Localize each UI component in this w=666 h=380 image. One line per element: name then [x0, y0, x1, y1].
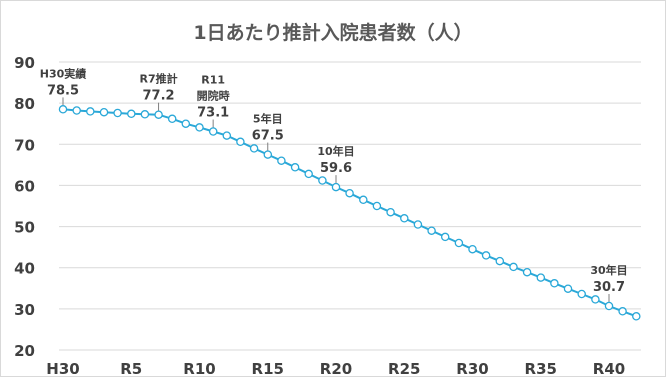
- annotation-label-5: 30年目: [590, 263, 627, 277]
- annotation-label-0: H30実績: [40, 66, 87, 80]
- y-tick-label-60: 60: [14, 177, 35, 195]
- data-point-2060: [632, 312, 641, 321]
- y-tick-label-80: 80: [14, 95, 35, 113]
- data-point-2034: [277, 156, 286, 165]
- data-point-2038: [331, 182, 341, 192]
- annotation-value-0: 78.5: [47, 83, 79, 98]
- data-point-2022: [113, 108, 122, 118]
- series-line: [62, 108, 637, 318]
- data-point-2037: [318, 176, 327, 185]
- annotation-sublabel-2: 開院時: [197, 89, 230, 103]
- data-point-2021: [99, 107, 109, 117]
- chart-title: 1日あたり推計入院患者数（人）: [193, 21, 472, 44]
- data-point-2042: [386, 207, 395, 217]
- data-point-2032: [249, 144, 259, 153]
- data-point-2023: [127, 109, 136, 119]
- data-point-2043: [400, 214, 409, 223]
- annotation-value-2: 73.1: [197, 106, 229, 121]
- data-point-2028: [195, 123, 204, 132]
- data-point-2048: [468, 244, 477, 254]
- data-point-2041: [372, 201, 382, 211]
- data-point-2047: [454, 238, 464, 248]
- annotations: H30実績 78.5 R7推計 77.2 R11 開院時 73.1 5年目 67.5 10年目 59…: [40, 66, 628, 295]
- gridlines: [59, 61, 641, 351]
- data-point-2058: [604, 301, 614, 311]
- data-point-2053: [536, 273, 546, 282]
- x-tick-label-r30: R30: [456, 360, 488, 376]
- x-tick-label-r40: R40: [593, 360, 625, 376]
- data-point-2018: [58, 105, 68, 114]
- data-point-2027: [181, 119, 191, 128]
- data-point-2031: [236, 137, 245, 147]
- data-point-2046: [440, 232, 450, 242]
- data-point-2029: [208, 127, 218, 136]
- x-tick-label-r10: R10: [183, 360, 215, 376]
- data-point-2050: [495, 256, 505, 266]
- y-tick-label-30: 30: [14, 301, 35, 319]
- annotation-leaders: [62, 97, 610, 302]
- annotation-value-4: 59.6: [320, 161, 352, 176]
- data-point-2056: [577, 289, 586, 299]
- data-point-2054: [550, 279, 559, 288]
- y-tick-label-40: 40: [14, 260, 35, 278]
- annotation-label-4: 10年目: [317, 144, 354, 158]
- y-axis-ticks: 20 30 40 50 60 70 80 90: [14, 54, 35, 360]
- x-tick-label-r20: R20: [320, 360, 352, 376]
- data-point-2045: [427, 226, 436, 235]
- data-point-2052: [522, 267, 532, 277]
- data-point-2024: [140, 110, 150, 119]
- data-point-2051: [509, 262, 518, 272]
- y-tick-label-50: 50: [14, 219, 35, 237]
- x-tick-label-r5: R5: [120, 360, 142, 376]
- x-axis-ticks: H30 R5 R10 R15 R20 R25 R30 R35 R40: [46, 360, 625, 378]
- annotation-value-3: 67.5: [252, 129, 284, 144]
- annotation-label-3: 5年目: [253, 112, 283, 126]
- data-point-2049: [481, 251, 491, 260]
- x-tick-label-h30: H30: [46, 360, 79, 376]
- data-point-2039: [345, 188, 354, 198]
- y-tick-label-90: 90: [14, 54, 35, 72]
- data-point-2059: [618, 307, 627, 316]
- data-point-2055: [563, 284, 573, 293]
- y-tick-label-70: 70: [14, 136, 35, 154]
- annotation-value-5: 30.7: [593, 280, 625, 295]
- data-point-2025: [154, 110, 163, 119]
- data-point-2040: [359, 195, 368, 205]
- data-point-2035: [290, 163, 300, 172]
- x-tick-label-r35: R35: [525, 360, 557, 376]
- data-point-2044: [413, 220, 423, 229]
- data-point-2030: [222, 131, 232, 140]
- data-point-2033: [263, 150, 273, 159]
- data-point-2020: [86, 107, 95, 116]
- annotation-label-1: R7推計: [139, 72, 177, 86]
- data-point-2057: [591, 295, 600, 304]
- annotation-label-2: R11: [201, 74, 225, 87]
- data-point-2019: [72, 106, 81, 115]
- x-tick-label-r15: R15: [252, 360, 284, 376]
- data-point-2026: [167, 114, 177, 124]
- annotation-value-1: 77.2: [143, 89, 175, 104]
- x-tick-label-r25: R25: [388, 360, 420, 376]
- data-point-2036: [304, 169, 313, 179]
- series-markers: [58, 105, 641, 321]
- y-tick-label-20: 20: [14, 342, 35, 360]
